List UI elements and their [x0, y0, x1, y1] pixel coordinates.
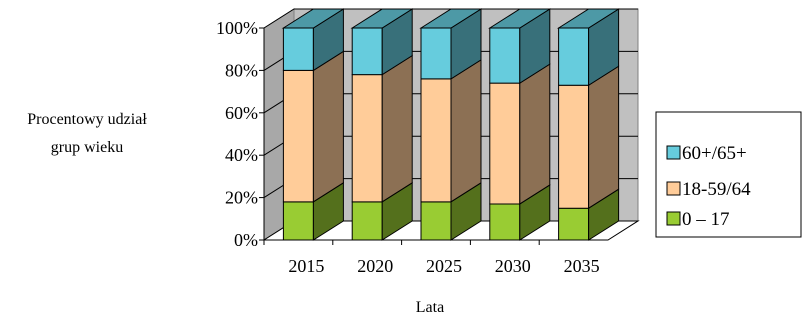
bar-segment-front — [489, 82, 521, 205]
bar-segment-front — [420, 201, 452, 241]
bar-segment-front — [420, 27, 452, 80]
bar-stack-2035 — [556, 8, 621, 241]
bar-segment-front — [558, 27, 590, 86]
legend-item-60-plus: 60+/65+ — [666, 143, 747, 164]
bar-segment-side — [450, 58, 482, 203]
chart-axes — [259, 27, 608, 245]
y-axis-title-line-1: Procentowy udział — [27, 111, 147, 128]
legend-swatch-0-17 — [666, 211, 681, 226]
bar-segment-front — [420, 78, 452, 203]
y-tick-label: 40% — [225, 145, 258, 165]
chart-bars — [281, 8, 621, 241]
bar-segment-front — [351, 74, 383, 203]
y-tick-label: 80% — [225, 60, 258, 80]
y-tick-label: 60% — [225, 103, 258, 123]
x-tick-label: 2035 — [564, 256, 600, 276]
x-tick-label: 2015 — [288, 256, 324, 276]
bar-segment-front — [282, 69, 314, 203]
y-tick-label: 0% — [234, 230, 258, 250]
y-axis-title-line-2: grup wieku — [51, 139, 123, 156]
bar-segment-front — [282, 27, 314, 71]
bar-stack-2030 — [488, 8, 552, 241]
x-axis-title: Lata — [416, 299, 444, 316]
legend-swatch-18-59 — [666, 181, 681, 196]
x-tick-labels: 2015 2020 2025 2030 2035 — [288, 256, 599, 276]
bar-stack-2020 — [350, 8, 414, 241]
bar-stack-2025 — [419, 8, 483, 241]
bar-segment-front — [489, 27, 521, 84]
y-tick-label: 100% — [216, 18, 258, 38]
bar-segment-front — [282, 201, 314, 241]
bar-segment-side — [381, 54, 413, 203]
bar-segment-front — [558, 84, 590, 209]
legend-label-18-59: 18-59/64 — [682, 179, 751, 200]
bar-segment-front — [489, 203, 521, 241]
bar-stack-2015 — [281, 8, 346, 241]
y-tick-label: 20% — [225, 188, 258, 208]
bar-segment-side — [312, 50, 344, 203]
bar-top — [281, 8, 346, 29]
legend-label-60-plus: 60+/65+ — [682, 143, 747, 164]
bar-segment-front — [351, 201, 383, 241]
bar-top — [350, 8, 414, 29]
x-tick-label: 2025 — [426, 256, 462, 276]
bar-segment-front — [558, 207, 590, 241]
bar-segment-side — [588, 65, 620, 210]
bar-top — [556, 8, 621, 29]
bar-segment-front — [351, 27, 383, 76]
legend-item-18-59: 18-59/64 — [666, 179, 751, 200]
x-tick-label: 2020 — [357, 256, 393, 276]
legend-swatch-60-plus — [666, 145, 681, 160]
bar-segment-side — [519, 63, 551, 205]
y-tick-labels: 0% 20% 40% 60% 80% 100% — [216, 18, 258, 250]
legend-item-0-17: 0 – 17 — [666, 209, 730, 230]
legend-label-0-17: 0 – 17 — [682, 209, 730, 230]
bar-top — [488, 8, 552, 29]
x-tick-label: 2030 — [495, 256, 531, 276]
bar-top — [419, 8, 483, 29]
legend: 60+/65+ 18-59/64 0 – 17 — [655, 111, 802, 238]
